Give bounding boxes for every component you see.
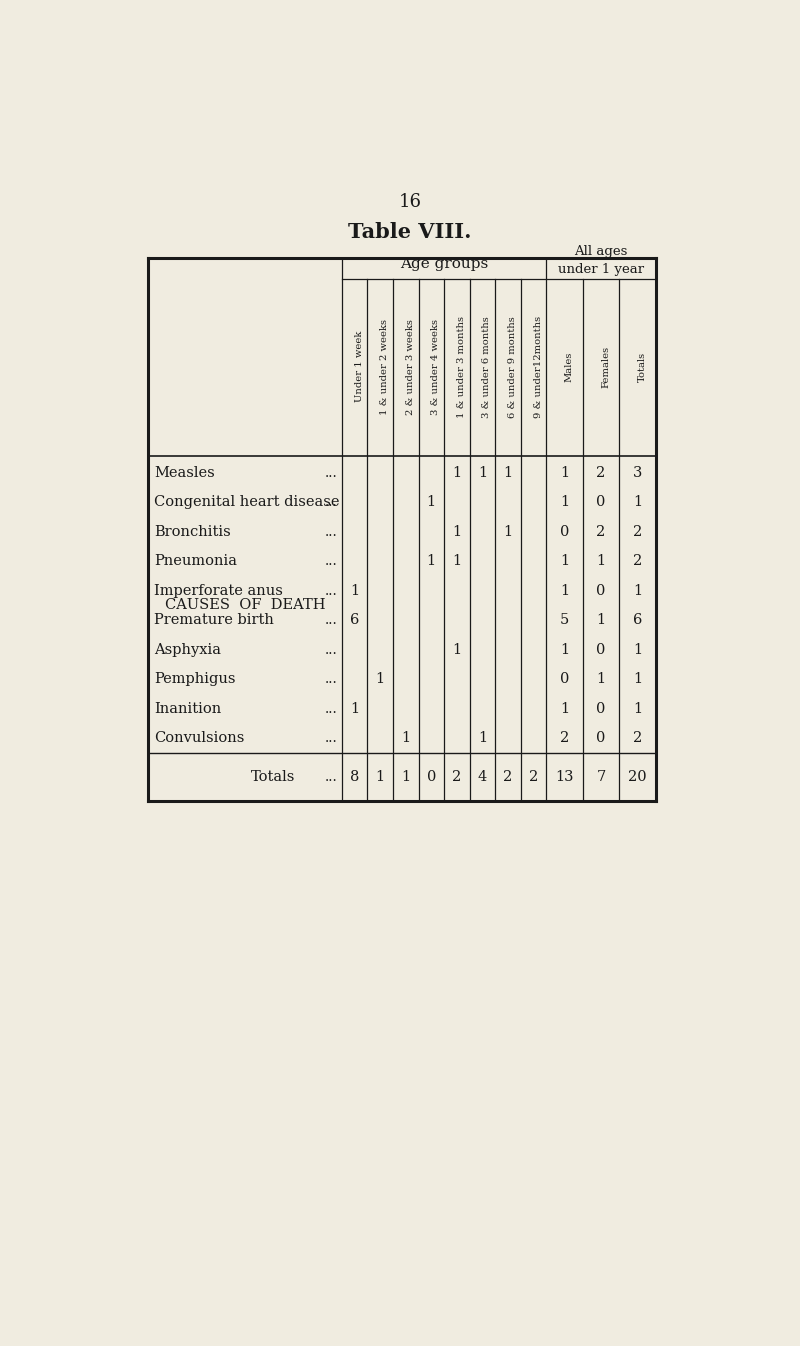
Text: Table VIII.: Table VIII. bbox=[348, 222, 472, 242]
Text: Asphyxia: Asphyxia bbox=[154, 642, 222, 657]
Text: 2: 2 bbox=[597, 466, 606, 479]
Text: 0: 0 bbox=[560, 672, 570, 686]
Text: 0: 0 bbox=[596, 701, 606, 716]
Text: ...: ... bbox=[325, 466, 338, 479]
Text: 1 & under 2 weeks: 1 & under 2 weeks bbox=[380, 319, 389, 415]
Text: All ages
under 1 year: All ages under 1 year bbox=[558, 245, 644, 276]
Text: 0: 0 bbox=[596, 731, 606, 746]
Text: 1: 1 bbox=[452, 642, 462, 657]
Text: 1: 1 bbox=[633, 701, 642, 716]
Text: 1: 1 bbox=[401, 770, 410, 783]
Text: 1 & under 3 months: 1 & under 3 months bbox=[457, 316, 466, 417]
Text: 1: 1 bbox=[376, 770, 385, 783]
Text: 1: 1 bbox=[560, 555, 569, 568]
Text: 6: 6 bbox=[350, 614, 359, 627]
Text: 1: 1 bbox=[376, 672, 385, 686]
Text: Age groups: Age groups bbox=[400, 257, 488, 271]
Text: 1: 1 bbox=[560, 701, 569, 716]
Text: 1: 1 bbox=[350, 584, 359, 598]
Text: 20: 20 bbox=[628, 770, 646, 783]
Text: 1: 1 bbox=[426, 495, 436, 509]
Text: ...: ... bbox=[325, 614, 338, 627]
Text: 1: 1 bbox=[633, 495, 642, 509]
Text: 1: 1 bbox=[350, 701, 359, 716]
Text: 1: 1 bbox=[597, 555, 606, 568]
Text: 1: 1 bbox=[560, 466, 569, 479]
Text: 1: 1 bbox=[633, 672, 642, 686]
Text: 1: 1 bbox=[597, 672, 606, 686]
Text: 0: 0 bbox=[596, 642, 606, 657]
Text: 1: 1 bbox=[452, 525, 462, 538]
Text: 1: 1 bbox=[478, 466, 487, 479]
Text: 1: 1 bbox=[478, 731, 487, 746]
Text: ...: ... bbox=[325, 495, 338, 509]
Text: 1: 1 bbox=[426, 555, 436, 568]
Text: 2: 2 bbox=[529, 770, 538, 783]
Text: 2: 2 bbox=[452, 770, 462, 783]
Text: Pemphigus: Pemphigus bbox=[154, 672, 236, 686]
Text: 1: 1 bbox=[503, 466, 513, 479]
Text: ...: ... bbox=[325, 555, 338, 568]
Text: 6: 6 bbox=[633, 614, 642, 627]
Text: 2 & under 3 weeks: 2 & under 3 weeks bbox=[406, 319, 414, 415]
Text: 0: 0 bbox=[560, 525, 570, 538]
Text: 1: 1 bbox=[452, 555, 462, 568]
Text: Convulsions: Convulsions bbox=[154, 731, 245, 746]
Text: 1: 1 bbox=[633, 584, 642, 598]
Text: 6 & under 9 months: 6 & under 9 months bbox=[508, 316, 517, 417]
Text: Congenital heart disease: Congenital heart disease bbox=[154, 495, 340, 509]
Text: 3: 3 bbox=[633, 466, 642, 479]
Text: ...: ... bbox=[325, 731, 338, 746]
Text: 8: 8 bbox=[350, 770, 359, 783]
Text: 1: 1 bbox=[633, 642, 642, 657]
Text: CAUSES  OF  DEATH: CAUSES OF DEATH bbox=[165, 598, 325, 611]
Text: 2: 2 bbox=[633, 525, 642, 538]
Text: 4: 4 bbox=[478, 770, 487, 783]
Text: Totals: Totals bbox=[638, 351, 646, 382]
Text: 0: 0 bbox=[596, 495, 606, 509]
Text: Pneumonia: Pneumonia bbox=[154, 555, 238, 568]
Text: Premature birth: Premature birth bbox=[154, 614, 274, 627]
Text: 1: 1 bbox=[503, 525, 513, 538]
Text: 2: 2 bbox=[633, 555, 642, 568]
Text: 3 & under 6 months: 3 & under 6 months bbox=[482, 316, 491, 417]
Text: Under 1 week: Under 1 week bbox=[354, 331, 363, 402]
Text: 2: 2 bbox=[503, 770, 513, 783]
Text: Imperforate anus: Imperforate anus bbox=[154, 584, 283, 598]
Text: ...: ... bbox=[325, 701, 338, 716]
Text: 1: 1 bbox=[452, 466, 462, 479]
Text: Bronchitis: Bronchitis bbox=[154, 525, 231, 538]
Text: 9 & under12months: 9 & under12months bbox=[534, 316, 542, 417]
Text: 0: 0 bbox=[596, 584, 606, 598]
Text: 7: 7 bbox=[597, 770, 606, 783]
Text: 5: 5 bbox=[560, 614, 570, 627]
Text: Males: Males bbox=[565, 351, 574, 382]
Text: 3 & under 4 weeks: 3 & under 4 weeks bbox=[431, 319, 440, 415]
Text: ...: ... bbox=[325, 770, 338, 783]
Text: ...: ... bbox=[325, 584, 338, 598]
Text: ...: ... bbox=[325, 642, 338, 657]
Text: 1: 1 bbox=[560, 584, 569, 598]
Text: 0: 0 bbox=[426, 770, 436, 783]
Text: 1: 1 bbox=[560, 495, 569, 509]
Text: 16: 16 bbox=[398, 192, 422, 210]
Text: 1: 1 bbox=[560, 642, 569, 657]
Text: Measles: Measles bbox=[154, 466, 215, 479]
Text: 2: 2 bbox=[597, 525, 606, 538]
Text: Inanition: Inanition bbox=[154, 701, 222, 716]
Text: 1: 1 bbox=[401, 731, 410, 746]
Text: Totals: Totals bbox=[251, 770, 295, 783]
Text: ...: ... bbox=[325, 525, 338, 538]
Text: 2: 2 bbox=[560, 731, 570, 746]
Text: 2: 2 bbox=[633, 731, 642, 746]
Text: ...: ... bbox=[325, 672, 338, 686]
Text: 13: 13 bbox=[555, 770, 574, 783]
Text: 1: 1 bbox=[597, 614, 606, 627]
Text: Females: Females bbox=[601, 346, 610, 388]
